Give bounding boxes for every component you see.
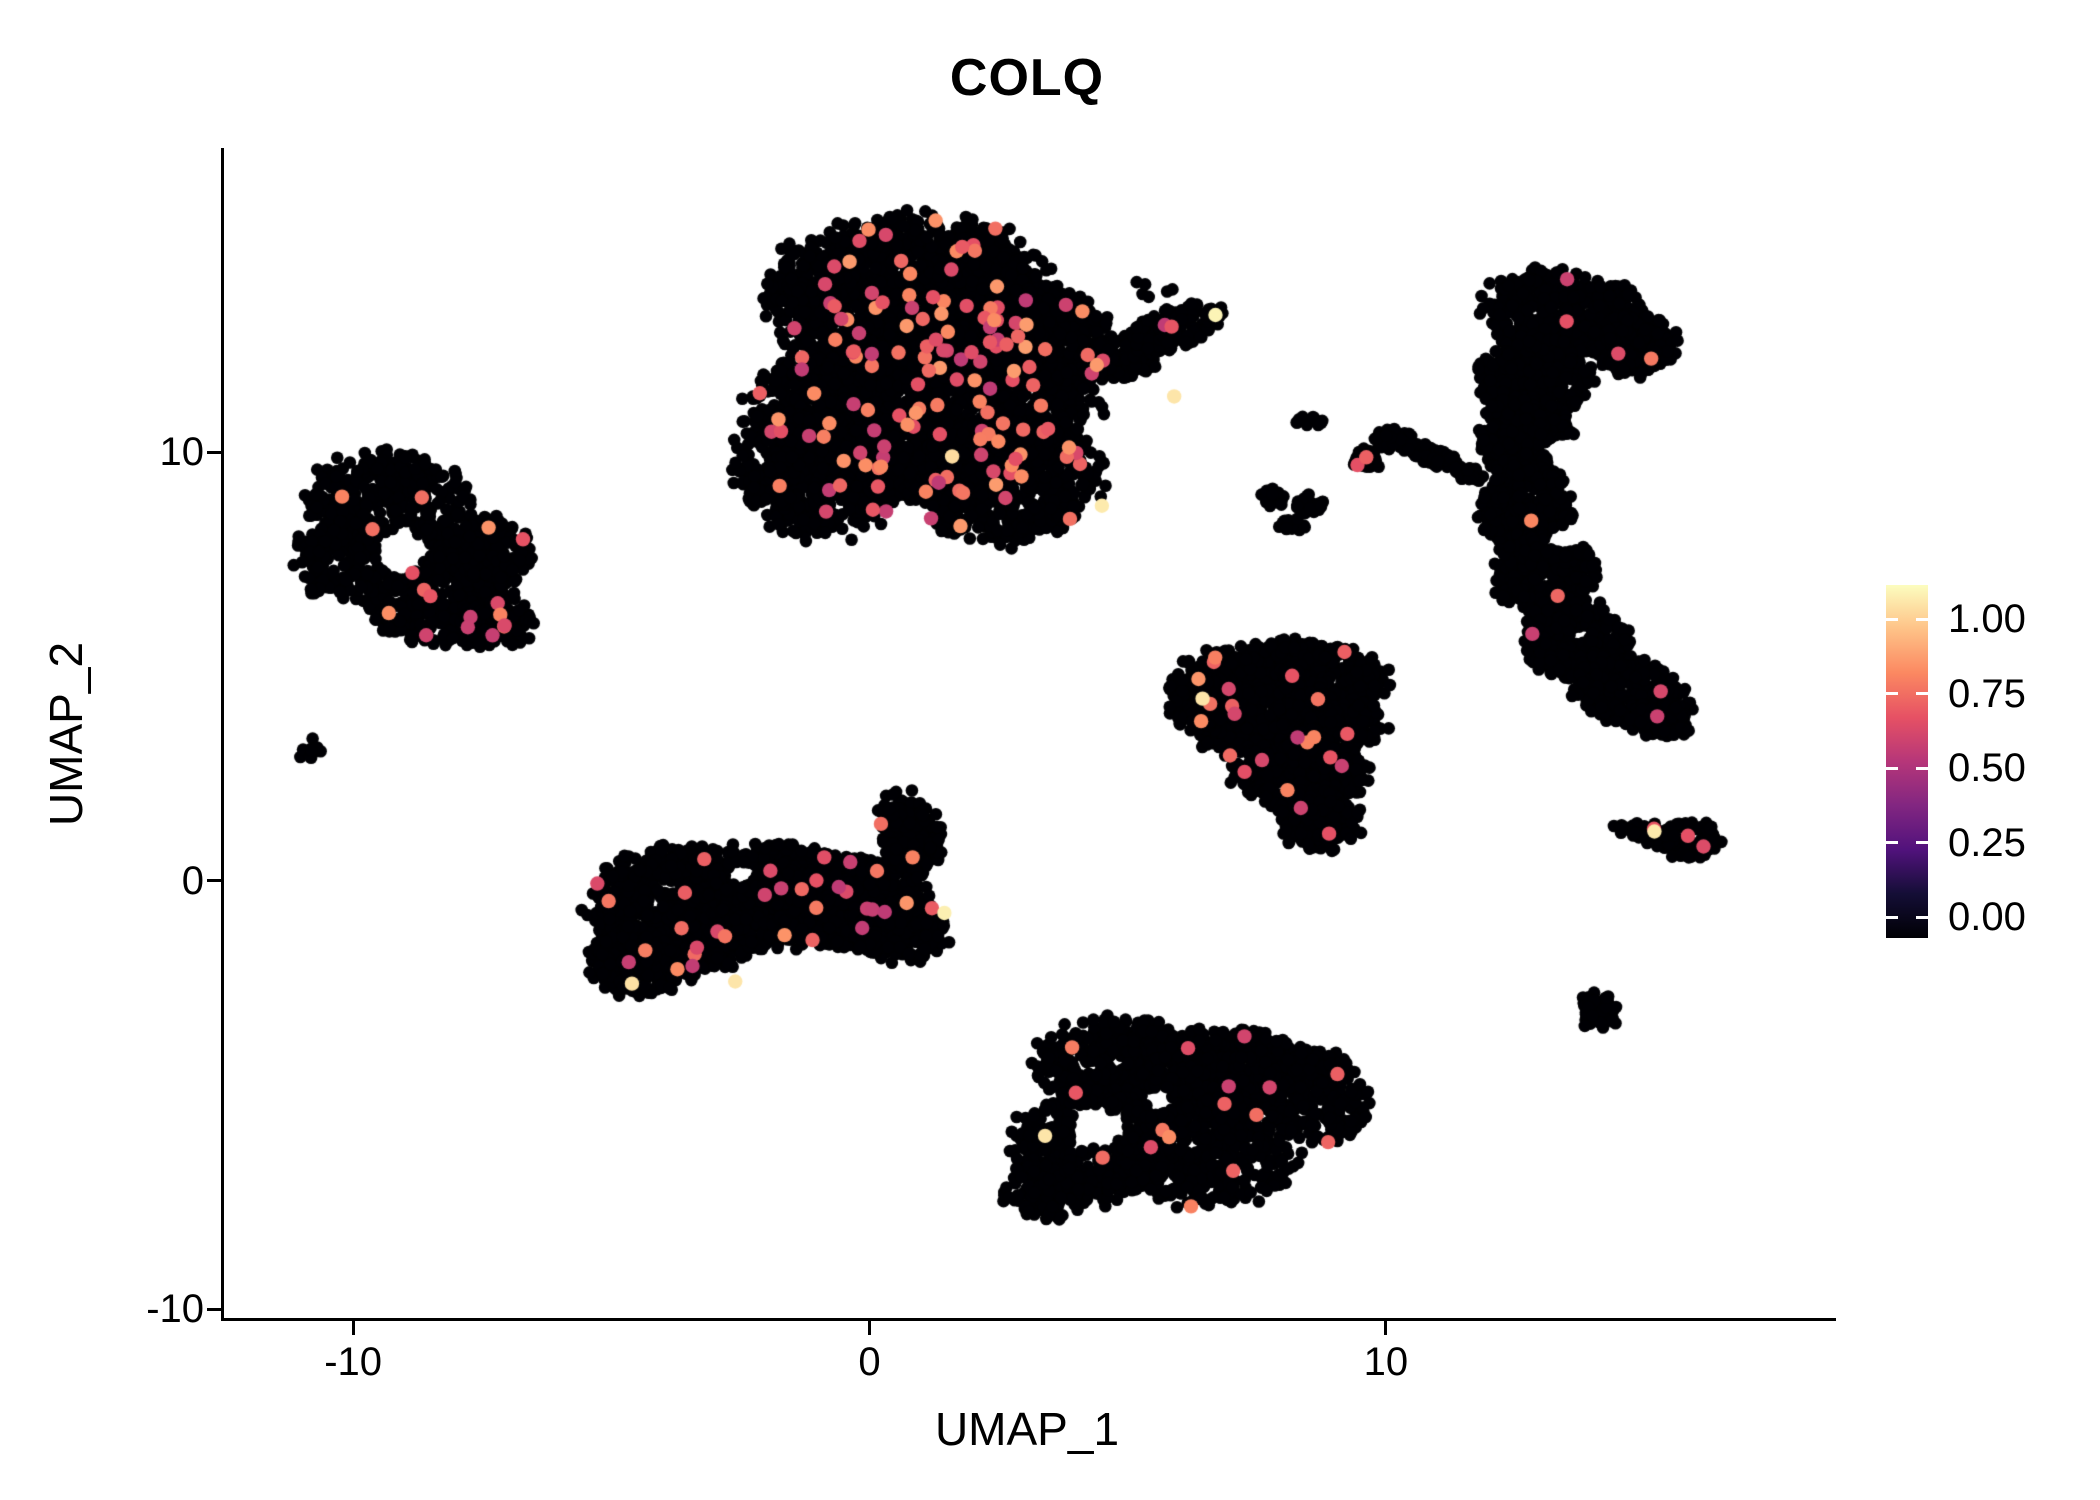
x-tick-label-1: 0 bbox=[858, 1340, 881, 1384]
plot-title: COLQ bbox=[949, 49, 1105, 107]
y-axis-title: UMAP_2 bbox=[40, 641, 92, 827]
legend-label-0: 1.00 bbox=[1948, 597, 2026, 641]
legend-label-4: 0.00 bbox=[1948, 895, 2026, 939]
x-tick-mark bbox=[351, 1321, 355, 1335]
colorbar-tick bbox=[1886, 617, 1898, 621]
y-tick-mark bbox=[207, 1307, 221, 1311]
colorbar-gradient bbox=[1886, 585, 1928, 938]
colorbar-tick bbox=[1916, 617, 1928, 621]
x-tick-label-0: -10 bbox=[324, 1340, 382, 1384]
legend-label-1: 0.75 bbox=[1948, 671, 2026, 716]
y-tick-label-2: -10 bbox=[146, 1287, 204, 1332]
x-tick-mark bbox=[867, 1321, 871, 1335]
colorbar-tick bbox=[1886, 915, 1898, 919]
y-tick-mark bbox=[207, 879, 221, 883]
y-axis-line bbox=[221, 148, 224, 1321]
colorbar-tick bbox=[1916, 915, 1928, 919]
colorbar-tick bbox=[1916, 841, 1928, 844]
colorbar-tick bbox=[1916, 692, 1928, 695]
colorbar-tick bbox=[1916, 766, 1928, 770]
colorbar-tick bbox=[1886, 766, 1898, 770]
colorbar-tick bbox=[1886, 692, 1898, 695]
x-tick-label-2: 10 bbox=[1363, 1340, 1409, 1384]
x-axis-line bbox=[221, 1318, 1836, 1321]
y-tick-mark bbox=[207, 450, 221, 454]
x-tick-mark bbox=[1384, 1321, 1388, 1335]
y-tick-label-1: 0 bbox=[181, 858, 204, 903]
colorbar-tick bbox=[1886, 841, 1898, 844]
y-tick-label-0: 10 bbox=[159, 430, 205, 475]
legend-label-3: 0.25 bbox=[1948, 820, 2026, 865]
x-axis-title: UMAP_1 bbox=[934, 1403, 1120, 1455]
legend-label-2: 0.50 bbox=[1948, 746, 2026, 790]
